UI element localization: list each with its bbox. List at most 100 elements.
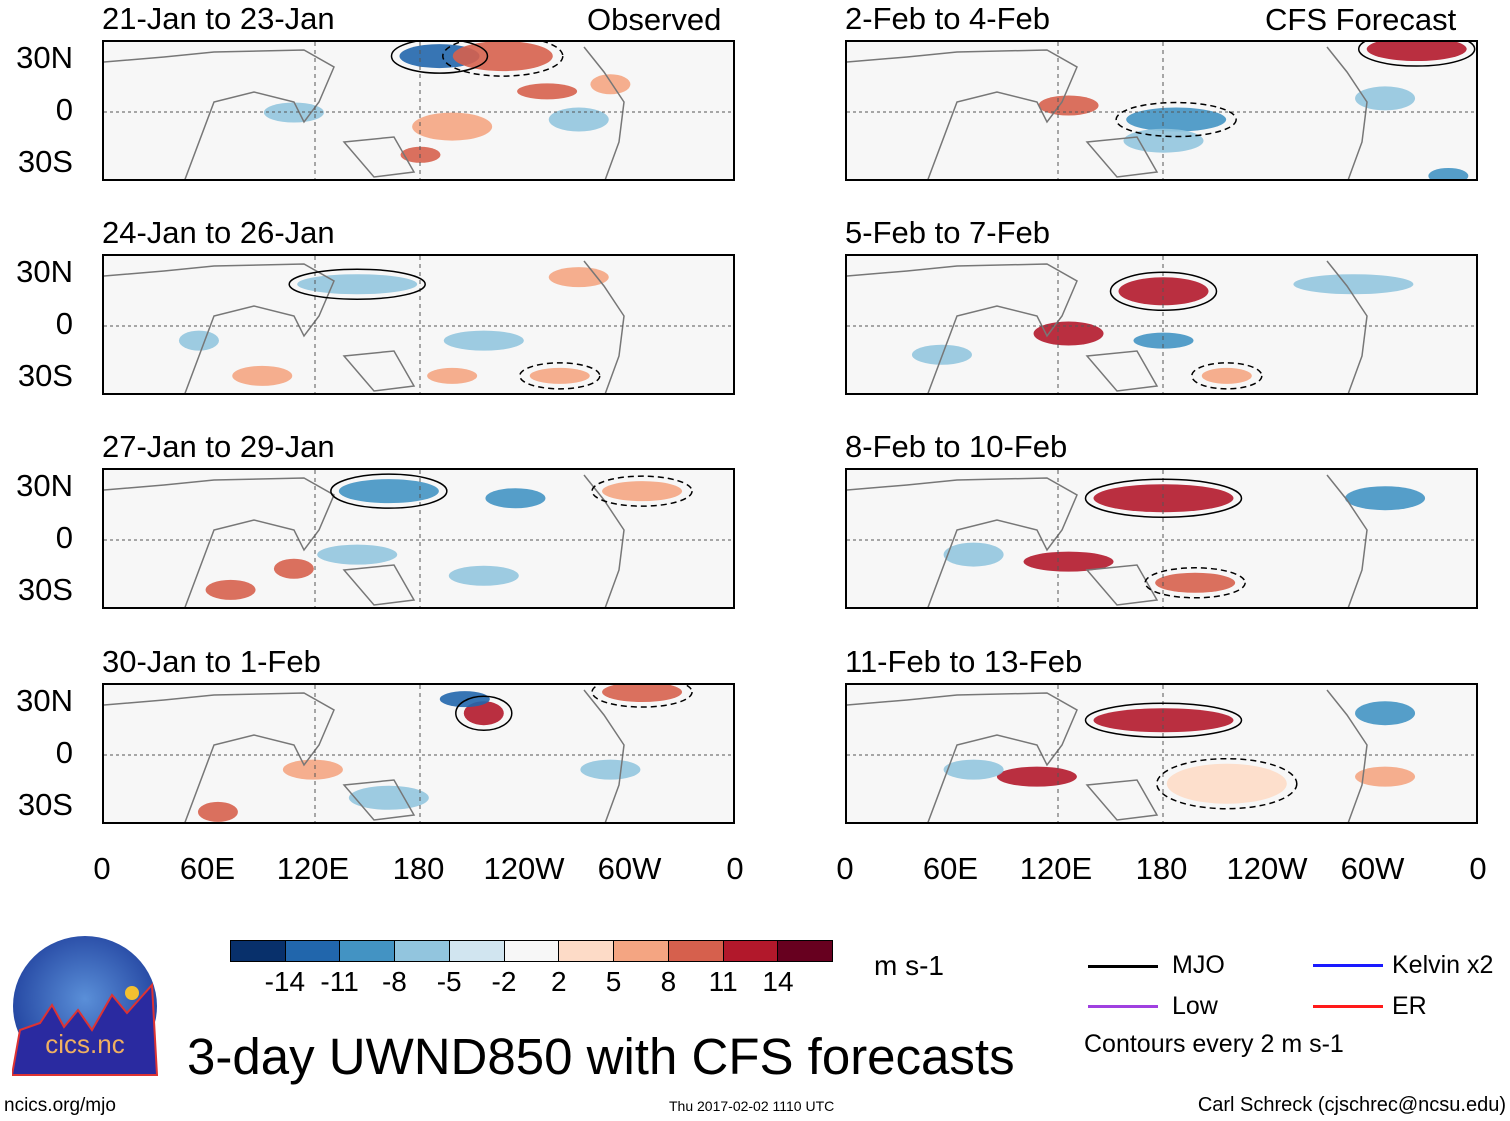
- colorbar-swatch: [395, 941, 450, 961]
- lon-tick-label: 60W: [1340, 851, 1405, 886]
- lon-tick-label: 180: [1135, 851, 1188, 886]
- anomaly-patch: [548, 267, 609, 288]
- colorbar-swatch: [668, 941, 724, 961]
- panel-title: 11-Feb to 13-Feb: [845, 644, 1083, 679]
- anomaly-patch: [452, 42, 553, 72]
- anomaly-patch: [1355, 766, 1416, 787]
- mjo-contour: [1109, 271, 1218, 311]
- mjo-contour: [330, 473, 448, 509]
- coastline: [1326, 689, 1368, 822]
- anomaly-patch: [1166, 763, 1287, 804]
- mjo-contour: [288, 268, 426, 300]
- coastline: [583, 260, 625, 393]
- anomaly-patch: [439, 691, 490, 708]
- anomaly-patch: [1038, 95, 1099, 116]
- mjo-contour-negative: [591, 475, 693, 507]
- lat-tick-label: 30N: [16, 683, 73, 718]
- lon-tick-label: 0: [836, 851, 854, 886]
- coastline: [1326, 260, 1368, 393]
- lon-tick-label: 120E: [276, 851, 350, 886]
- coastline: [342, 564, 416, 606]
- lon-tick-label: 60E: [179, 851, 236, 886]
- lon-tick-label: 60E: [922, 851, 979, 886]
- colorbar-swatch: [614, 941, 669, 961]
- coastline: [1326, 474, 1368, 607]
- observed-label: Observed: [587, 2, 722, 37]
- colorbar-swatch: [778, 941, 833, 961]
- anomaly-patch: [485, 488, 546, 509]
- anomaly-patch: [1366, 42, 1467, 62]
- anomaly-patch: [590, 74, 631, 95]
- anomaly-patch: [443, 330, 524, 351]
- anomaly-patch: [263, 102, 324, 123]
- anomaly-patch: [197, 801, 238, 822]
- anomaly-patch: [1355, 701, 1416, 726]
- anomaly-patch: [232, 365, 293, 386]
- anomaly-patch: [996, 766, 1077, 787]
- cics-logo: cics.nc: [10, 935, 159, 1077]
- colorbar-swatch: [231, 941, 286, 961]
- map-panel: [845, 254, 1478, 395]
- coastline: [1085, 779, 1159, 821]
- anomaly-patch: [1355, 86, 1416, 111]
- lat-tick-label: 30S: [17, 787, 73, 822]
- mjo-contour-negative: [1156, 757, 1298, 810]
- anomaly-patch: [1345, 486, 1426, 511]
- mjo-contour: [455, 695, 513, 731]
- panel-title: 2-Feb to 4-Feb: [845, 1, 1051, 36]
- anomaly-patch: [580, 759, 641, 780]
- legend-er-line: [1313, 1005, 1383, 1008]
- lon-tick-label: 0: [726, 851, 744, 886]
- anomaly-patch: [602, 685, 683, 703]
- lat-tick-label: 30S: [17, 572, 73, 607]
- lat-tick-label: 0: [55, 306, 73, 341]
- coastline: [847, 263, 1078, 393]
- coastline: [1085, 564, 1159, 606]
- legend-mjo-label: MJO: [1172, 951, 1225, 979]
- legend-kelvin-label: Kelvin x2: [1392, 951, 1494, 979]
- legend-er-label: ER: [1392, 992, 1427, 1020]
- logo-text: cics.nc: [45, 1029, 124, 1059]
- colorbar-tick-label: -5: [436, 966, 462, 997]
- map-panel: [845, 468, 1478, 609]
- colorbar-swatch: [449, 941, 505, 961]
- timestamp: Thu 2017-02-02 1110 UTC: [669, 1098, 835, 1114]
- lat-tick-label: 30S: [17, 144, 73, 179]
- lon-tick-label: 0: [1469, 851, 1487, 886]
- anomaly-patch: [1155, 572, 1236, 593]
- anomaly-patch: [1133, 332, 1194, 349]
- colorbar-tick-label: 14: [762, 966, 794, 997]
- colorbar-tick-label: -8: [381, 966, 407, 997]
- anomaly-patch: [427, 367, 478, 384]
- coastline: [342, 136, 416, 178]
- mjo-contour-negative: [1115, 101, 1237, 138]
- legend-low-line: [1088, 1005, 1158, 1008]
- coastline: [104, 49, 335, 179]
- url-link[interactable]: ncics.org/mjo: [4, 1095, 116, 1116]
- anomaly-patch: [348, 785, 429, 810]
- anomaly-patch: [1033, 321, 1104, 346]
- colorbar-swatch: [504, 941, 560, 961]
- anomaly-patch: [205, 579, 256, 600]
- coastline: [104, 692, 335, 822]
- panel-title: 24-Jan to 26-Jan: [102, 215, 335, 250]
- colorbar-tick-label: 5: [605, 966, 622, 997]
- anomaly-patch: [602, 481, 683, 502]
- lat-tick-label: 0: [55, 735, 73, 770]
- anomaly-patch: [548, 107, 609, 132]
- anomaly-patch: [943, 542, 1004, 567]
- panel-title: 5-Feb to 7-Feb: [845, 215, 1051, 250]
- anomaly-patch: [448, 565, 519, 586]
- colorbar-swatch: [559, 941, 615, 961]
- coastline: [1085, 350, 1159, 392]
- map-panel: [845, 683, 1478, 824]
- contour-note: Contours every 2 m s-1: [1084, 1030, 1344, 1058]
- lat-tick-label: 30N: [16, 468, 73, 503]
- colorbar-swatch: [723, 941, 779, 961]
- author: Carl Schreck (cjschrec@ncsu.edu): [1197, 1094, 1506, 1116]
- coastline: [1085, 136, 1159, 178]
- forecast-label: CFS Forecast: [1265, 2, 1457, 37]
- anomaly-patch: [412, 112, 493, 141]
- anomaly-patch: [463, 701, 504, 726]
